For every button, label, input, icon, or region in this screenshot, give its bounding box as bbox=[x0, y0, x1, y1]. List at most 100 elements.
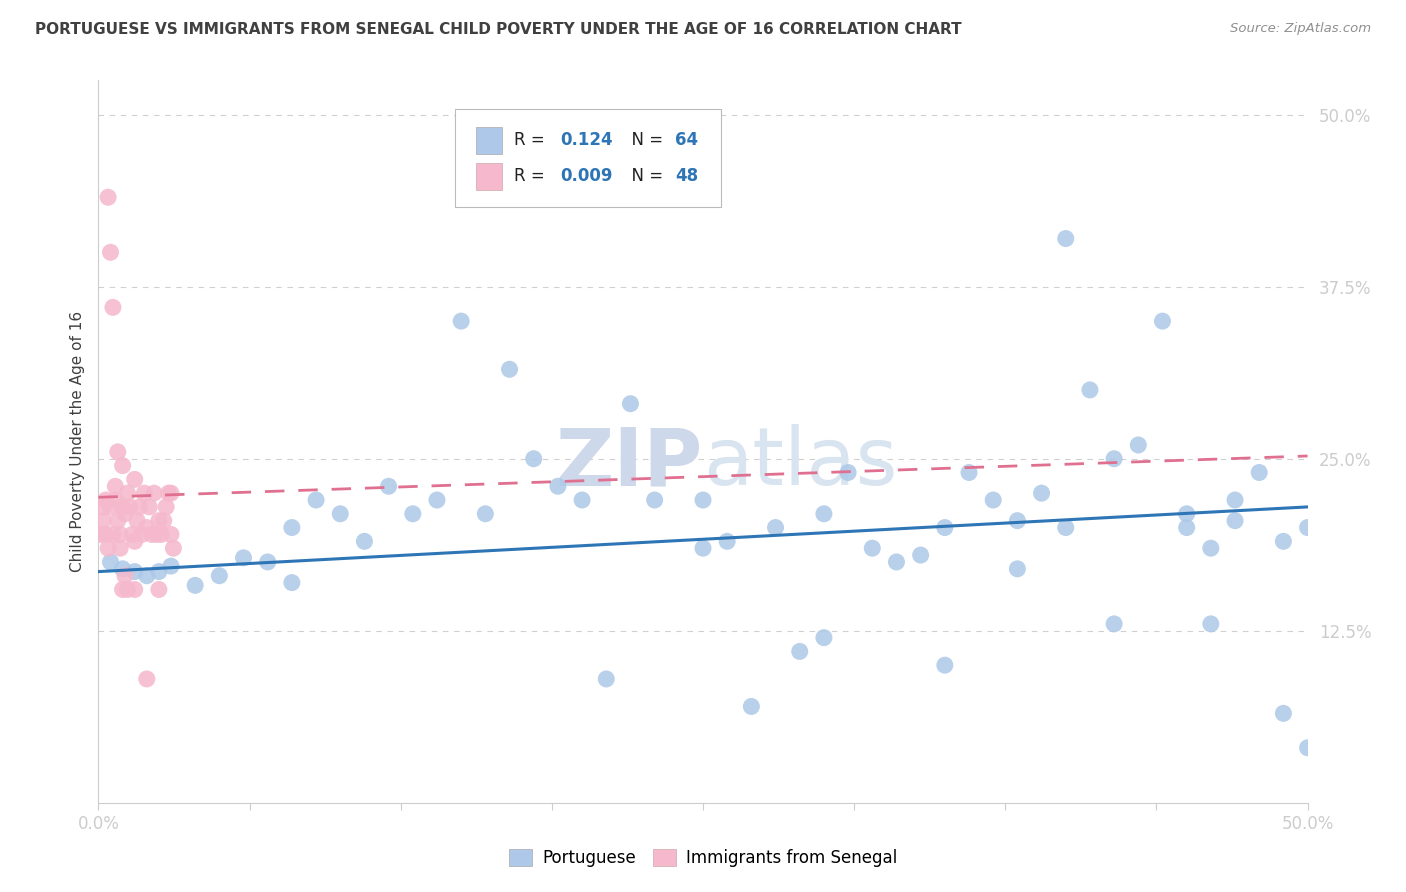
Point bbox=[114, 507, 136, 521]
Point bbox=[1007, 562, 1029, 576]
Point bbox=[1078, 383, 1101, 397]
Point bbox=[124, 534, 146, 549]
Point bbox=[1031, 486, 1053, 500]
Point bbox=[692, 493, 714, 508]
Point bbox=[160, 527, 183, 541]
Point bbox=[135, 672, 157, 686]
Point bbox=[143, 486, 166, 500]
Point bbox=[619, 397, 641, 411]
Point bbox=[547, 479, 569, 493]
Point bbox=[934, 658, 956, 673]
Point bbox=[450, 314, 472, 328]
Point bbox=[150, 527, 173, 541]
Point bbox=[101, 301, 124, 315]
Point bbox=[353, 534, 375, 549]
Point bbox=[111, 500, 134, 514]
Point bbox=[148, 565, 170, 579]
Point bbox=[127, 514, 149, 528]
Point bbox=[957, 466, 980, 480]
Text: PORTUGUESE VS IMMIGRANTS FROM SENEGAL CHILD POVERTY UNDER THE AGE OF 16 CORRELAT: PORTUGUESE VS IMMIGRANTS FROM SENEGAL CH… bbox=[35, 22, 962, 37]
Point bbox=[1152, 314, 1174, 328]
Point bbox=[134, 486, 156, 500]
Point bbox=[886, 555, 908, 569]
Point bbox=[1199, 616, 1222, 631]
Point bbox=[1102, 616, 1125, 631]
Legend: Portuguese, Immigrants from Senegal: Portuguese, Immigrants from Senegal bbox=[502, 842, 904, 874]
Point bbox=[135, 568, 157, 582]
Point bbox=[124, 565, 146, 579]
Point bbox=[108, 541, 131, 556]
Point bbox=[135, 520, 157, 534]
Point bbox=[1296, 520, 1319, 534]
Point bbox=[813, 507, 835, 521]
FancyBboxPatch shape bbox=[456, 109, 721, 207]
Point bbox=[107, 514, 129, 528]
Point bbox=[160, 486, 183, 500]
Point bbox=[148, 514, 170, 528]
Point bbox=[121, 527, 143, 541]
Point bbox=[97, 190, 120, 204]
Text: 48: 48 bbox=[675, 168, 699, 186]
Point bbox=[1054, 231, 1077, 245]
Point bbox=[1175, 507, 1198, 521]
Point bbox=[91, 514, 114, 528]
Point bbox=[138, 500, 160, 514]
Point bbox=[860, 541, 883, 556]
Point bbox=[97, 541, 120, 556]
Point bbox=[402, 507, 425, 521]
Point bbox=[474, 507, 496, 521]
Text: 0.124: 0.124 bbox=[561, 131, 613, 149]
Text: 64: 64 bbox=[675, 131, 699, 149]
Point bbox=[789, 644, 811, 658]
Text: R =: R = bbox=[515, 168, 550, 186]
Point bbox=[152, 514, 174, 528]
Point bbox=[765, 520, 787, 534]
Point bbox=[329, 507, 352, 521]
Point bbox=[107, 445, 129, 459]
Point bbox=[595, 672, 617, 686]
Point bbox=[124, 582, 146, 597]
Point bbox=[131, 527, 153, 541]
Point bbox=[981, 493, 1004, 508]
Point bbox=[1054, 520, 1077, 534]
Point bbox=[377, 479, 399, 493]
Point bbox=[523, 451, 546, 466]
Point bbox=[157, 486, 180, 500]
Point bbox=[305, 493, 328, 508]
Bar bbox=[475, 127, 502, 154]
Point bbox=[118, 500, 141, 514]
Text: N =: N = bbox=[621, 131, 668, 149]
Point bbox=[256, 555, 278, 569]
Point bbox=[1007, 514, 1029, 528]
Point bbox=[145, 527, 167, 541]
Point bbox=[114, 568, 136, 582]
Point bbox=[162, 541, 184, 556]
Point bbox=[1296, 740, 1319, 755]
Point bbox=[160, 559, 183, 574]
Point bbox=[117, 582, 139, 597]
Point bbox=[111, 562, 134, 576]
Point bbox=[571, 493, 593, 508]
Point bbox=[1175, 520, 1198, 534]
Point bbox=[232, 550, 254, 565]
Point bbox=[100, 245, 122, 260]
Point bbox=[281, 520, 304, 534]
Text: ZIP: ZIP bbox=[555, 425, 703, 502]
Point bbox=[111, 458, 134, 473]
Point bbox=[104, 479, 127, 493]
Point bbox=[117, 486, 139, 500]
Point bbox=[1223, 514, 1246, 528]
Point bbox=[141, 527, 163, 541]
Point bbox=[100, 500, 122, 514]
Point bbox=[208, 568, 231, 582]
Point bbox=[104, 493, 127, 508]
Point bbox=[90, 527, 112, 541]
Point bbox=[1128, 438, 1150, 452]
Point bbox=[740, 699, 762, 714]
Point bbox=[101, 527, 124, 541]
Point bbox=[716, 534, 738, 549]
Point bbox=[1199, 541, 1222, 556]
Point bbox=[1223, 493, 1246, 508]
Point bbox=[1102, 451, 1125, 466]
Point bbox=[1272, 534, 1295, 549]
